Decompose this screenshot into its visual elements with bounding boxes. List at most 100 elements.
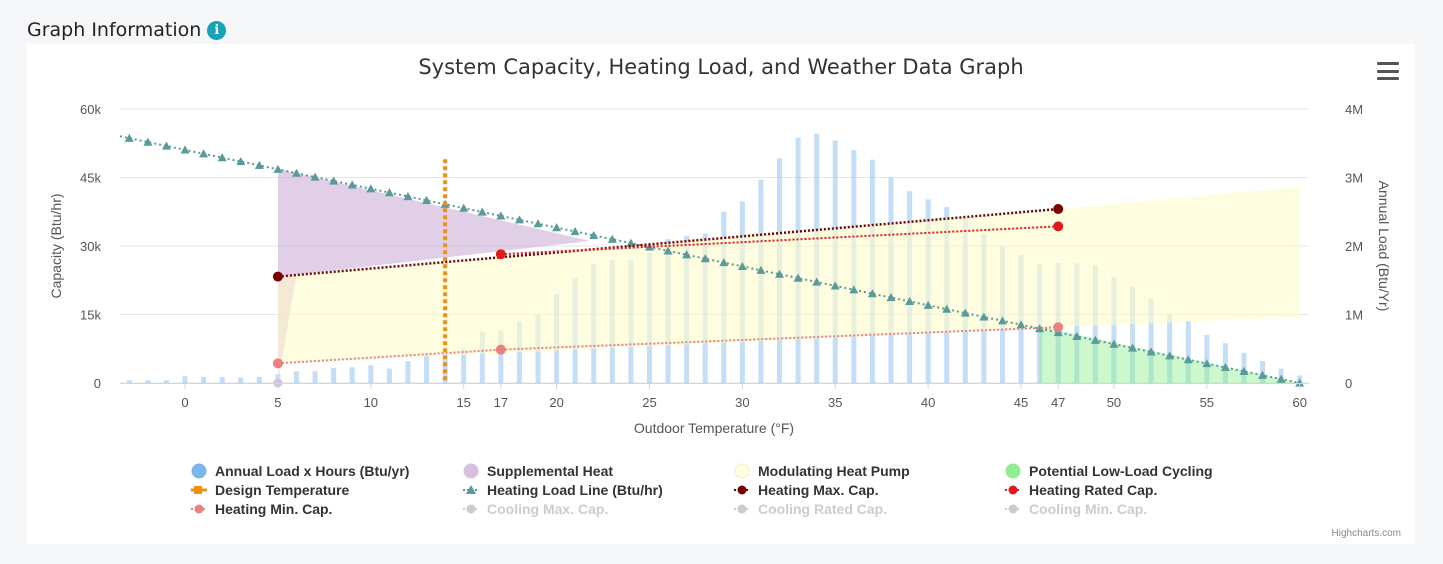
x-tick-label: 5 [274,395,281,410]
heating-load-marker [756,265,766,274]
credits-link[interactable]: Highcharts.com [1331,528,1401,539]
legend-circle-line-icon [734,485,750,495]
x-tick-label: 15 [456,395,470,410]
annual-load-bar [1111,276,1117,383]
heating-load-marker [793,273,803,282]
y-tick-label: 15k [80,308,101,323]
legend-item[interactable]: Annual Load x Hours (Btu/yr) [191,463,409,479]
annual-load-bar [424,354,430,383]
heating-load-marker [310,172,320,181]
annual-load-bar [238,377,244,383]
info-icon[interactable]: i [207,20,227,40]
annual-load-bar [312,371,318,383]
heating-load-marker [923,300,933,309]
y-tick-label: 45k [80,171,101,186]
heating-rated-cap-marker [495,249,506,260]
annual-load-bar [1185,321,1191,383]
legend-item[interactable]: Heating Rated Cap. [1005,482,1157,498]
heating-load-marker [1183,355,1193,364]
legend-item[interactable]: Potential Low-Load Cycling [1005,463,1213,479]
legend-label: Supplemental Heat [487,463,614,479]
heating-load-marker [1258,370,1268,379]
x-tick-label: 10 [364,395,378,410]
heating-rated-cap-marker [1053,221,1064,232]
annual-load-bar [405,361,411,383]
legend-circle-icon [734,463,750,479]
legend-item[interactable]: Modulating Heat Pump [734,463,910,479]
legend-circle-line-icon [1005,485,1021,495]
annual-load-bar [1130,287,1136,383]
heating-load-marker [514,215,524,224]
annual-load-bar [461,348,467,383]
heating-load-marker [570,226,580,236]
legend-label: Heating Min. Cap. [215,501,333,517]
x-tick-label: 17 [494,395,508,410]
chart: System Capacity, Heating Load, and Weath… [48,55,1392,436]
y2-tick-label: 0 [1345,376,1352,391]
legend-label: Modulating Heat Pump [758,463,910,479]
annual-load-bar [219,376,225,383]
supplemental-heat-sliver [277,274,297,383]
heating-load-marker [607,234,617,243]
low-load-cycling-area [1039,326,1300,383]
legend-item[interactable]: Supplemental Heat [463,463,613,479]
legend-item[interactable]: Heating Min. Cap. [191,501,332,517]
x-tick-label: 30 [735,395,749,410]
annual-load-bar [163,380,169,383]
annual-load-bar [201,376,207,383]
legend-label: Annual Load x Hours (Btu/yr) [215,463,410,479]
legend-label: Design Temperature [215,482,350,498]
chart-menu-icon[interactable] [1377,62,1399,80]
heating-load-marker [254,160,264,170]
legend-label: Cooling Min. Cap. [1029,501,1148,517]
legend-circle-icon [191,463,207,479]
graph-information-header: Graph Information i [27,17,227,43]
heating-load-marker [1090,335,1100,344]
annual-load-bar [293,371,299,383]
legend-item[interactable]: Cooling Max. Cap. [463,501,608,517]
annual-load-bar [1204,335,1210,383]
heating-load-marker [719,258,729,267]
heating-load-marker [422,195,432,204]
heating-load-marker [1109,339,1119,348]
heating-load-marker [1165,351,1175,360]
legend-label: Heating Load Line (Btu/hr) [487,482,663,498]
heating-load-marker [830,281,840,290]
heating-load-marker [1295,378,1305,387]
legend-circle-line-icon [1005,504,1021,514]
heating-load-marker [700,254,710,263]
y2-tick-label: 1M [1345,308,1363,323]
heating-load-marker [1072,331,1082,340]
legend-item[interactable]: Cooling Min. Cap. [1005,501,1147,517]
heating-load-marker [161,141,171,150]
heating-load-marker [199,149,209,158]
heating-load-marker [496,211,506,220]
x-tick-label: 40 [921,395,935,410]
y-tick-label: 60k [80,102,101,117]
legend-item[interactable]: Heating Load Line (Btu/hr) [463,482,663,498]
annual-load-bar [442,352,448,383]
heating-load-marker [347,180,357,189]
annual-load-bar [386,368,392,383]
supplemental-heat-area [277,168,591,277]
heating-load-marker [384,188,394,197]
heating-load-marker [217,153,227,162]
heating-load-marker [143,137,153,146]
x-tick-label: 35 [828,395,842,410]
legend-item[interactable]: Cooling Rated Cap. [734,501,887,517]
heating-load-marker [329,176,339,185]
heating-load-marker [1239,366,1249,375]
heating-load-marker [737,261,747,271]
x-tick-label: 20 [549,395,563,410]
legend-item[interactable]: Heating Max. Cap. [734,482,879,498]
legend-triangle-line-icon [463,485,479,494]
heating-load-marker [979,312,989,321]
legend-item[interactable]: Design Temperature [191,482,349,498]
heating-load-marker [1128,343,1138,352]
heating-load-marker [124,133,134,142]
legend-label: Heating Max. Cap. [758,482,879,498]
chart-card: System Capacity, Heating Load, and Weath… [27,44,1415,544]
heating-load-marker [236,157,246,166]
legend-label: Cooling Rated Cap. [758,501,888,517]
legend-label: Cooling Max. Cap. [487,501,609,517]
